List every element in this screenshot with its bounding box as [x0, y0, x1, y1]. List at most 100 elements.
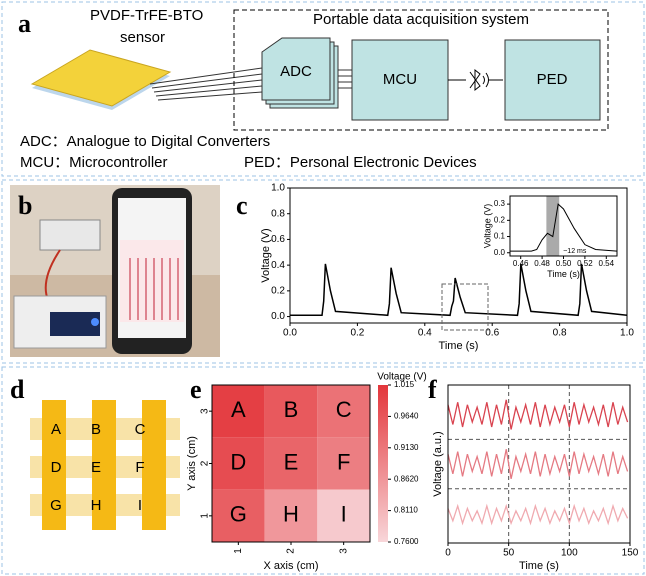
- node-letter: B: [91, 421, 101, 438]
- axes-frame: [447, 384, 631, 544]
- line: [447, 503, 629, 526]
- x-axis-label: Time (s): [547, 269, 580, 279]
- cell-label: B: [284, 397, 299, 422]
- zoom-box: [441, 283, 489, 331]
- ped-block: [504, 39, 601, 121]
- x-tick-label: 0: [445, 548, 451, 559]
- line: [447, 399, 629, 430]
- x-tick-label: 1: [233, 548, 244, 554]
- legend-text: MCU：Microcontroller: [20, 154, 168, 171]
- heat-cell: [317, 437, 370, 490]
- x-axis-label: X axis (cm): [264, 560, 319, 572]
- cell-label: F: [337, 449, 350, 474]
- heat-cell: [317, 385, 370, 438]
- sensor: [30, 49, 172, 107]
- x-axis-label: Time (s): [519, 560, 559, 572]
- node-letter: H: [91, 497, 102, 514]
- battery: [39, 219, 101, 251]
- colorbar-tick-label: 0.8110: [394, 506, 418, 515]
- panel-label: d: [10, 375, 25, 404]
- y-axis-label: Voltage (a.u.): [432, 431, 444, 496]
- system-title: Portable data acquisition system: [313, 11, 529, 28]
- heat-cell: [264, 437, 318, 490]
- panel-label: e: [190, 375, 202, 404]
- sensor-word: sensor: [120, 29, 165, 46]
- bluetooth-icon: [469, 68, 489, 92]
- x-tick-label: 0.4: [418, 328, 432, 339]
- block-label: ADC: [280, 63, 312, 80]
- y-axis-label: Voltage (V): [482, 204, 492, 249]
- cell-label: E: [284, 449, 299, 474]
- colorbar-tick-label: 0.9640: [394, 412, 419, 421]
- y-tick-label: 0.8: [271, 208, 285, 219]
- x-tick-label: 1.0: [620, 328, 634, 339]
- x-tick-label: 150: [622, 548, 639, 559]
- y-tick-label: 0.0: [494, 248, 506, 257]
- heat-cell: [212, 385, 265, 438]
- block-label: MCU: [383, 71, 417, 88]
- legend-text: PED：Personal Electronic Devices: [244, 154, 477, 171]
- wires: [149, 67, 352, 101]
- y-tick-label: 0.4: [271, 260, 285, 271]
- annotation: ~12 ms: [563, 248, 587, 255]
- y-tick-label: 0.1: [494, 232, 506, 241]
- y-tick-label: 0.2: [494, 215, 506, 224]
- adc-stack: [261, 37, 339, 109]
- x-tick-label: 3: [338, 548, 349, 554]
- panel-frame: [1, 366, 645, 575]
- line: [290, 263, 628, 317]
- x-axis-label: Time (s): [439, 340, 479, 352]
- mcu-block: [351, 39, 449, 121]
- x-tick-label: 0.8: [553, 328, 567, 339]
- electrode-grid: [30, 400, 180, 530]
- y-tick-label: 1: [200, 513, 211, 519]
- colorbar-tick-label: 1.015: [394, 380, 415, 389]
- heat-cell: [264, 385, 318, 438]
- x-tick-label: 50: [503, 548, 515, 559]
- panel-label: c: [236, 191, 248, 220]
- node-letter: E: [91, 459, 101, 476]
- colorbar: [378, 385, 388, 542]
- x-tick-label: 0.52: [577, 259, 593, 268]
- cell-label: H: [283, 502, 299, 527]
- y-tick-label: 2: [200, 460, 211, 466]
- node-letter: A: [51, 421, 61, 438]
- y-tick-label: 3: [200, 408, 211, 414]
- phone-plot: [120, 240, 184, 322]
- y-tick-label: 1.0: [271, 183, 285, 194]
- y-tick-label: 0.0: [271, 311, 285, 322]
- x-tick-label: 0.6: [485, 328, 499, 339]
- heat-cell: [212, 437, 265, 490]
- node-letter: F: [135, 459, 144, 476]
- panel-label: f: [428, 375, 437, 404]
- x-tick-label: 0.48: [534, 259, 550, 268]
- node-letter: C: [135, 421, 146, 438]
- line: [510, 203, 618, 252]
- line: [447, 449, 629, 479]
- inset-bg: [510, 196, 617, 256]
- x-tick-label: 0.2: [350, 328, 364, 339]
- node-letter: G: [50, 497, 62, 514]
- cell-label: A: [231, 397, 246, 422]
- sensor-name: PVDF-TrFE-BTO: [90, 7, 203, 24]
- y-tick-label: 0.6: [271, 234, 285, 245]
- heat-cell: [264, 489, 318, 542]
- node-letter: D: [51, 459, 62, 476]
- x-tick-label: 0.50: [556, 259, 572, 268]
- system-box: [233, 9, 609, 131]
- panel-frame: [1, 1, 645, 177]
- span: [546, 196, 560, 256]
- phone-peaks: [129, 258, 179, 320]
- colorbar-tick-label: 0.9130: [394, 443, 419, 452]
- colorbar-title: Voltage (V): [377, 372, 426, 383]
- x-tick-label: 0.54: [599, 259, 615, 268]
- x-tick-label: 0.46: [513, 259, 529, 268]
- y-tick-label: 0.3: [494, 199, 506, 208]
- heat-cell: [317, 489, 370, 542]
- y-axis-label: Y axis (cm): [186, 436, 198, 491]
- cell-label: G: [230, 502, 247, 527]
- legend-text: ADC：Analogue to Digital Converters: [20, 133, 270, 150]
- block-label: PED: [537, 71, 568, 88]
- node-letter: I: [138, 497, 142, 514]
